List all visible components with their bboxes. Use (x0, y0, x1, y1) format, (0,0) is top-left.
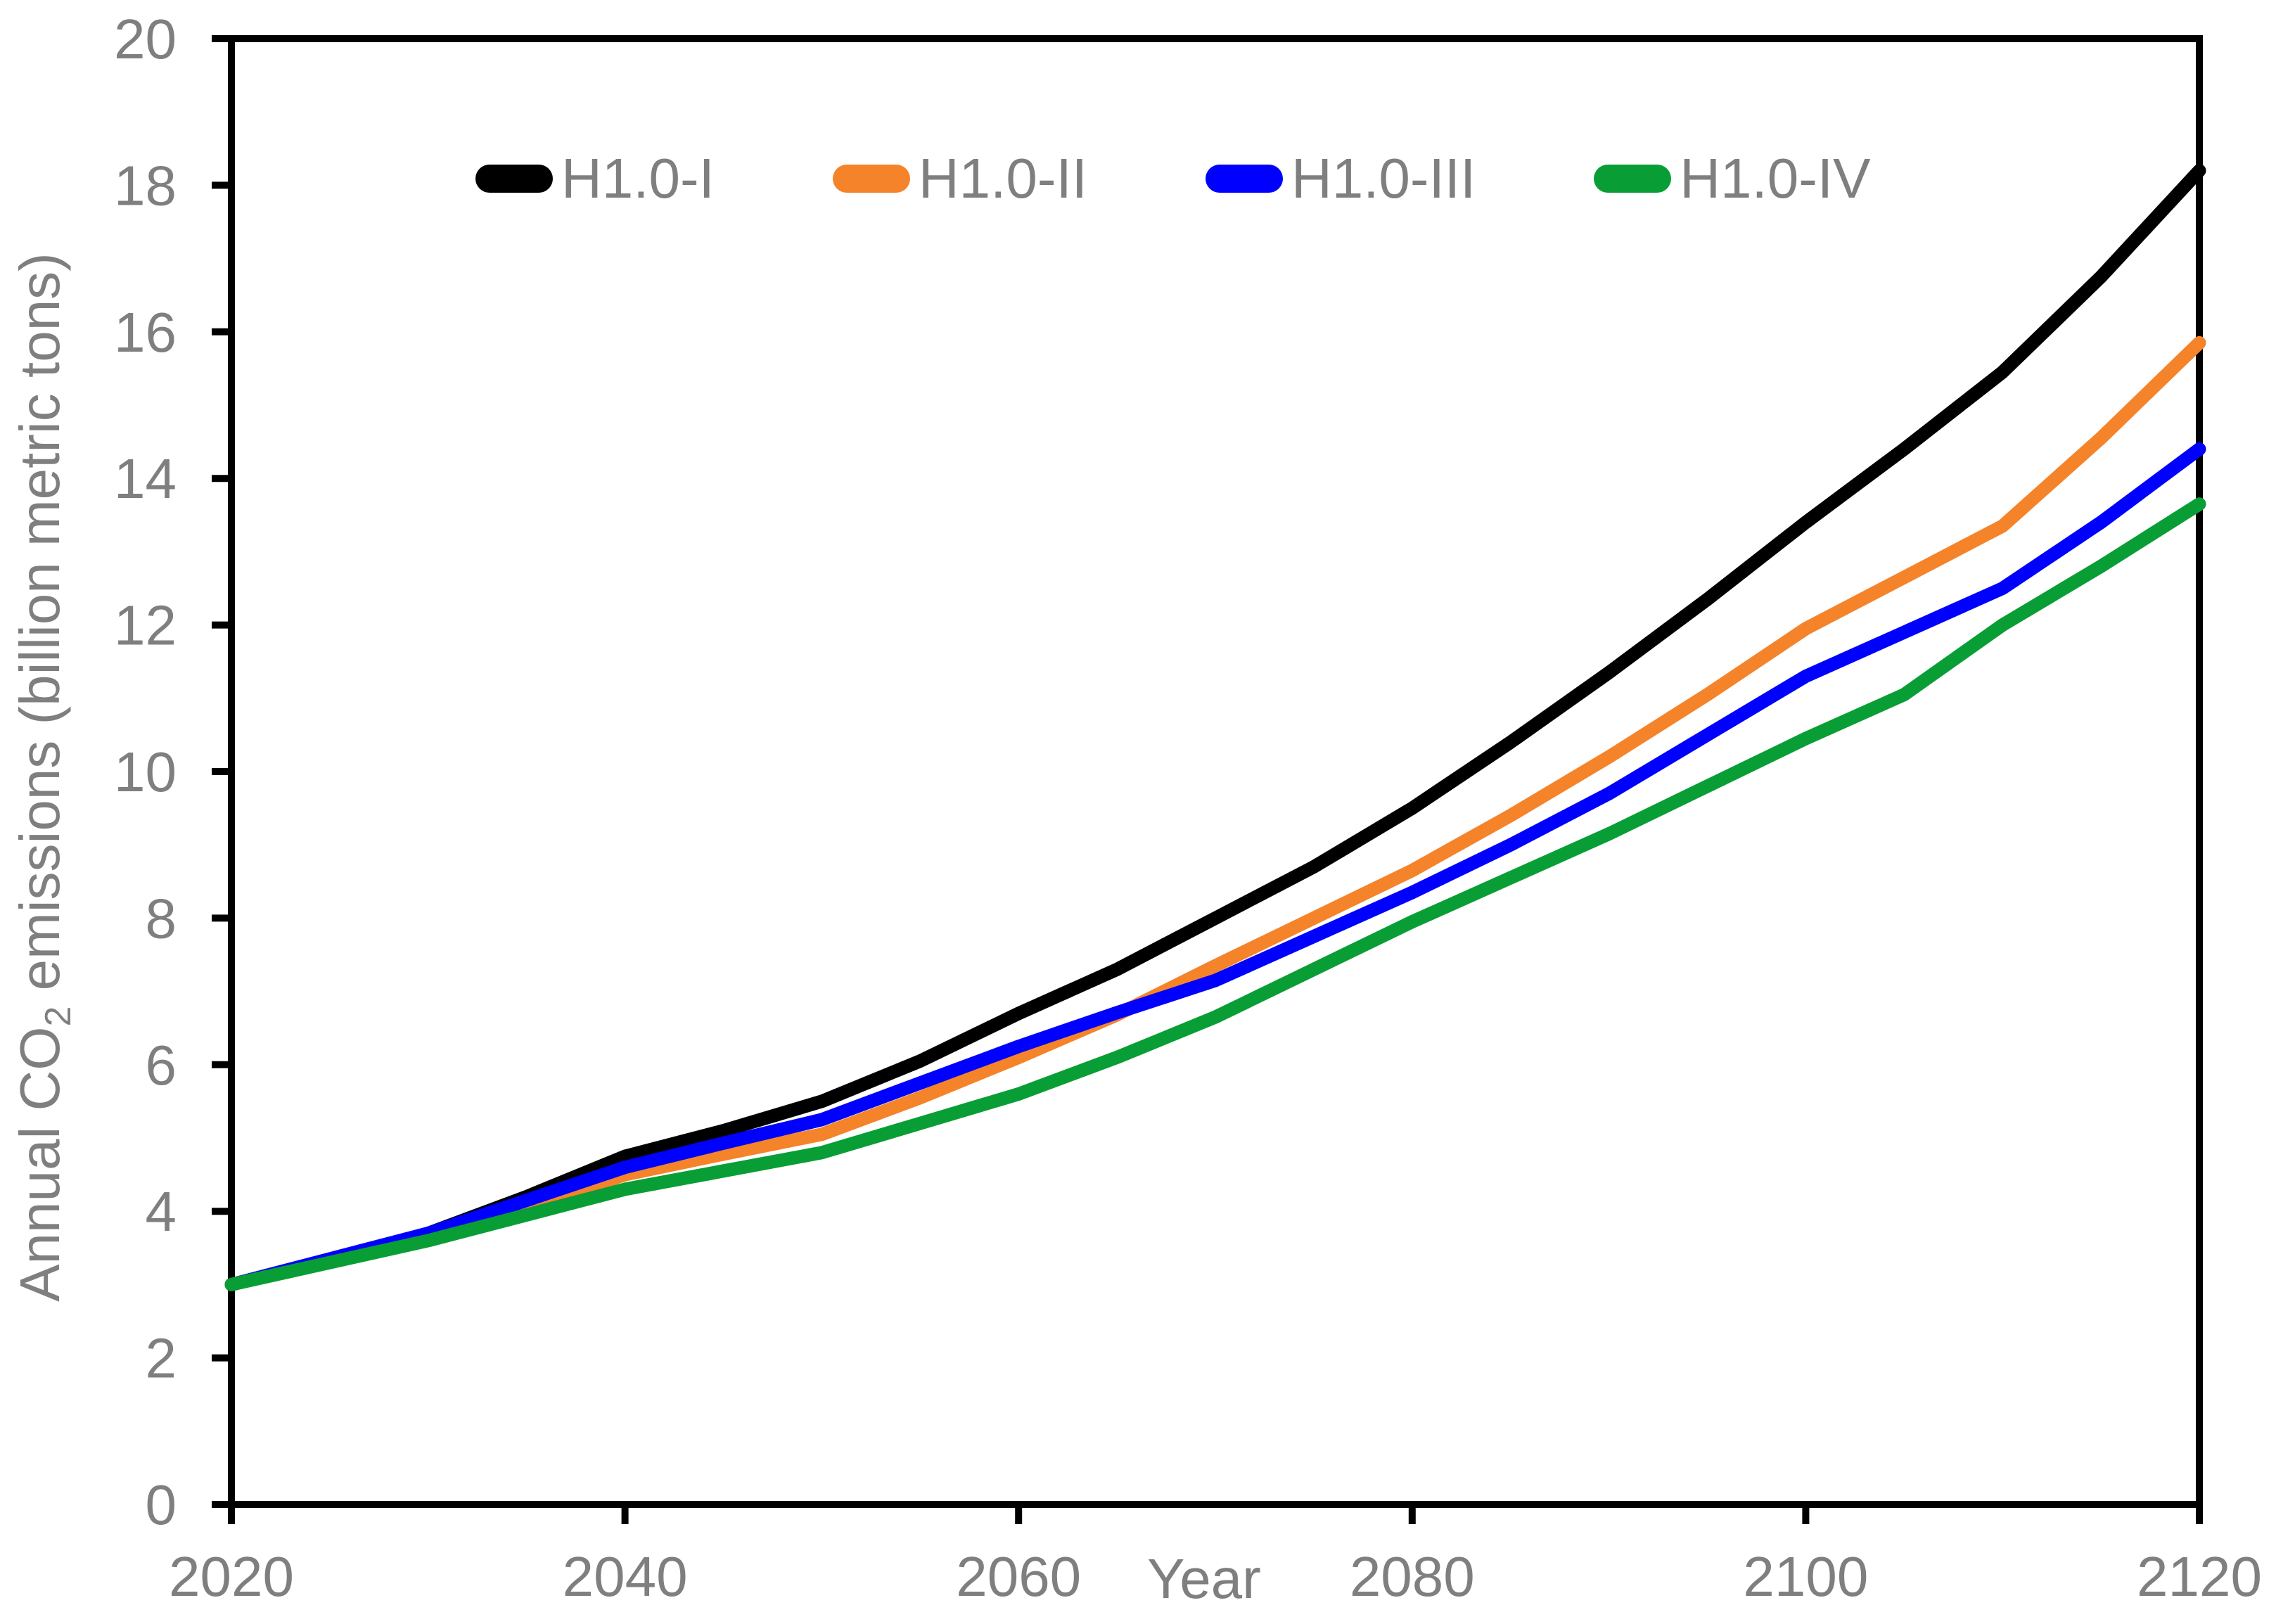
series-line-H1.0-IV (224, 497, 2206, 1291)
legend-swatch-H1.0-I (475, 165, 553, 193)
y-axis-title-subscript: 2 (38, 1006, 79, 1027)
y-axis-title: Annual CO2 emissions (billion metric ton… (8, 252, 79, 1302)
plot-border (228, 35, 2203, 1508)
chart-legend: H1.0-I H1.0-II H1.0-III H1.0-IV (475, 142, 1870, 215)
legend-label: H1.0-III (1291, 147, 1476, 210)
legend-label: H1.0-II (918, 147, 1087, 210)
y-tick-label: 6 (146, 1034, 177, 1096)
legend-item-H1.0-IV: H1.0-IV (1594, 151, 1870, 207)
y-axis-title-prefix: Annual CO (8, 1027, 71, 1302)
y-tick-label: 14 (114, 447, 177, 510)
y-tick-label: 8 (146, 887, 177, 950)
legend-item-H1.0-II: H1.0-II (832, 147, 1087, 210)
y-tick-label: 0 (146, 1473, 177, 1536)
plot-frame (228, 35, 2203, 1508)
y-tick-label: 18 (114, 154, 177, 217)
legend-item-H1.0-I: H1.0-I (475, 151, 715, 207)
legend-swatch-H1.0-IV (1594, 165, 1672, 193)
axis-ticks (212, 35, 2203, 1524)
x-tick-label: 2100 (1743, 1545, 1868, 1608)
legend-swatch-H1.0-III (1205, 165, 1283, 193)
series-lines (224, 164, 2206, 1291)
x-tick-label: 2060 (956, 1545, 1081, 1608)
y-tick-label: 2 (146, 1327, 177, 1390)
y-tick-label: 4 (146, 1180, 177, 1243)
y-tick-label: 16 (114, 301, 177, 364)
legend-label: H1.0-I (561, 147, 715, 210)
y-axis-title-suffix: emissions (billion metric tons) (8, 252, 71, 1006)
x-tick-label: 2080 (1350, 1545, 1475, 1608)
legend-item-H1.0-III: H1.0-III (1205, 147, 1476, 210)
series-line-H1.0-III (224, 442, 2206, 1291)
x-tick-label: 2120 (2137, 1545, 2262, 1608)
y-tick-label: 10 (114, 741, 177, 803)
legend-label: H1.0-IV (1680, 147, 1871, 210)
x-tick-label: 2040 (563, 1545, 688, 1608)
x-tick-label: 2020 (169, 1545, 294, 1608)
legend-swatch-H1.0-II (832, 165, 910, 193)
y-tick-label: 20 (114, 8, 177, 70)
series-line-H1.0-I (224, 164, 2206, 1291)
y-tick-label: 12 (114, 594, 177, 657)
x-axis-title: Year (1147, 1547, 1261, 1610)
series-line-H1.0-II (224, 335, 2206, 1291)
